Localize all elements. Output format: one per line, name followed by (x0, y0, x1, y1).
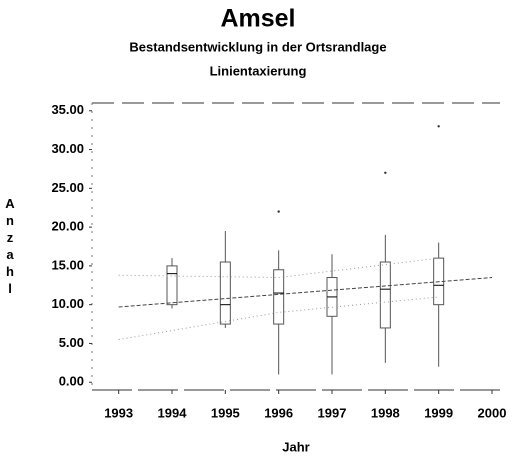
y-tick-label: 20.00 (51, 219, 84, 234)
x-tick-label: 1993 (104, 405, 133, 420)
chart-subtitle: Bestandsentwicklung in der Ortsrandlage (129, 39, 386, 54)
box (273, 269, 285, 325)
trend-line (118, 277, 493, 308)
y-tick-label: 0.00 (59, 374, 84, 389)
box (219, 261, 231, 325)
y-tick-label: 5.00 (59, 335, 84, 350)
y-tick-label: 10.00 (51, 296, 84, 311)
y-tick-label: 30.00 (51, 141, 84, 156)
outlier (384, 171, 387, 175)
chart-title: Amsel (220, 5, 295, 33)
outlier (277, 210, 280, 213)
x-axis-label: Jahr (282, 439, 309, 454)
x-tick-label: 1994 (158, 405, 188, 420)
box (379, 261, 391, 329)
trend-line (118, 257, 439, 279)
chart-subtitle: Linientaxierung (210, 63, 307, 78)
x-tick-label: 1998 (371, 405, 400, 420)
y-axis-label: Anzahl (3, 196, 18, 298)
x-tick-label: 1999 (424, 405, 453, 420)
x-tick-label: 1995 (211, 405, 240, 420)
box (166, 265, 178, 306)
x-tick-label: 1996 (264, 405, 293, 420)
x-tick-label: 1997 (318, 405, 347, 420)
y-tick-label: 25.00 (51, 180, 84, 195)
x-tick-label: 2000 (478, 405, 507, 420)
y-tick-label: 15.00 (51, 257, 84, 272)
y-tick-label: 35.00 (51, 102, 84, 117)
outlier (437, 125, 440, 128)
